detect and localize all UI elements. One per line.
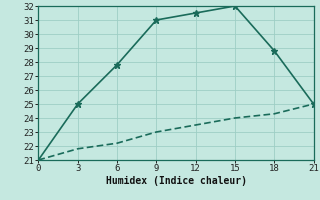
X-axis label: Humidex (Indice chaleur): Humidex (Indice chaleur) [106,176,246,186]
